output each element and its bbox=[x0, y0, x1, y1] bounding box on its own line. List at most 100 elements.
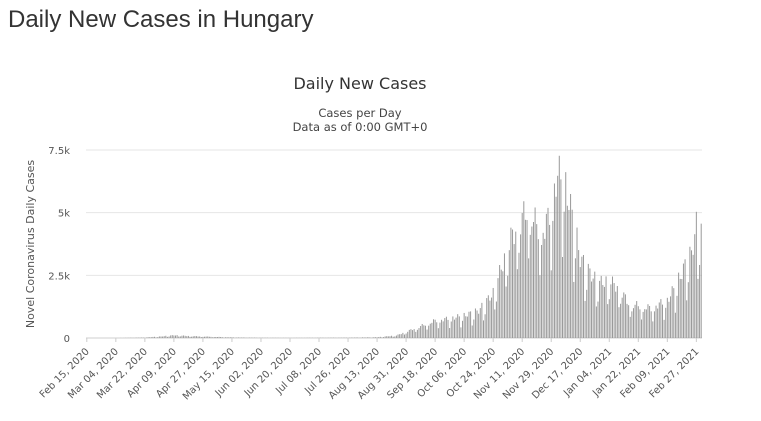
bar[interactable] bbox=[480, 308, 481, 338]
bar[interactable] bbox=[514, 244, 515, 338]
bar[interactable] bbox=[438, 328, 439, 338]
bar[interactable] bbox=[673, 288, 674, 338]
bar[interactable] bbox=[394, 336, 395, 338]
bar[interactable] bbox=[369, 337, 370, 338]
bar[interactable] bbox=[596, 306, 597, 338]
bar[interactable] bbox=[667, 298, 668, 338]
bar[interactable] bbox=[620, 304, 621, 338]
bar[interactable] bbox=[617, 286, 618, 338]
bar[interactable] bbox=[557, 176, 558, 338]
bar[interactable] bbox=[481, 303, 482, 338]
bar[interactable] bbox=[449, 328, 450, 338]
bar[interactable] bbox=[498, 278, 499, 338]
bar[interactable] bbox=[225, 337, 226, 338]
bar[interactable] bbox=[439, 323, 440, 338]
bar[interactable] bbox=[502, 271, 503, 338]
bar[interactable] bbox=[212, 337, 213, 338]
bar[interactable] bbox=[494, 309, 495, 338]
bar[interactable] bbox=[444, 318, 445, 338]
bar[interactable] bbox=[220, 337, 221, 338]
bar[interactable] bbox=[499, 265, 500, 338]
bar[interactable] bbox=[381, 337, 382, 338]
bar[interactable] bbox=[428, 326, 429, 338]
bar[interactable] bbox=[427, 330, 428, 338]
bar[interactable] bbox=[627, 304, 628, 338]
bar[interactable] bbox=[597, 302, 598, 338]
bar[interactable] bbox=[470, 311, 471, 338]
bar[interactable] bbox=[531, 227, 532, 338]
bar[interactable] bbox=[639, 309, 640, 338]
bar[interactable] bbox=[696, 212, 697, 338]
bar[interactable] bbox=[157, 337, 158, 338]
bar[interactable] bbox=[149, 337, 150, 338]
bar[interactable] bbox=[425, 326, 426, 338]
bar[interactable] bbox=[586, 290, 587, 338]
bar[interactable] bbox=[651, 311, 652, 338]
bar[interactable] bbox=[154, 337, 155, 338]
bar[interactable] bbox=[198, 337, 199, 338]
bar[interactable] bbox=[670, 296, 671, 338]
bar[interactable] bbox=[618, 307, 619, 338]
bar[interactable] bbox=[602, 285, 603, 338]
bar[interactable] bbox=[701, 224, 702, 338]
bar[interactable] bbox=[206, 337, 207, 338]
bar[interactable] bbox=[177, 335, 178, 338]
bar[interactable] bbox=[535, 207, 536, 338]
bar[interactable] bbox=[162, 337, 163, 338]
bar[interactable] bbox=[404, 335, 405, 338]
bar[interactable] bbox=[659, 302, 660, 338]
bar[interactable] bbox=[491, 298, 492, 338]
bar[interactable] bbox=[614, 283, 615, 338]
bar[interactable] bbox=[238, 337, 239, 338]
bar[interactable] bbox=[151, 337, 152, 338]
bar[interactable] bbox=[375, 337, 376, 338]
bar[interactable] bbox=[459, 316, 460, 338]
bar[interactable] bbox=[515, 232, 516, 338]
bar[interactable] bbox=[406, 334, 407, 338]
bar[interactable] bbox=[548, 208, 549, 338]
bar[interactable] bbox=[185, 336, 186, 338]
bar[interactable] bbox=[607, 304, 608, 338]
bar[interactable] bbox=[693, 255, 694, 338]
bar[interactable] bbox=[477, 311, 478, 338]
bar[interactable] bbox=[518, 253, 519, 338]
bar[interactable] bbox=[610, 284, 611, 338]
bar[interactable] bbox=[410, 329, 411, 338]
bar[interactable] bbox=[568, 210, 569, 338]
bar[interactable] bbox=[391, 336, 392, 338]
bar[interactable] bbox=[172, 335, 173, 338]
bar[interactable] bbox=[475, 308, 476, 338]
bar[interactable] bbox=[407, 332, 408, 338]
bar[interactable] bbox=[389, 336, 390, 338]
bar[interactable] bbox=[683, 264, 684, 338]
bar[interactable] bbox=[612, 277, 613, 338]
bar[interactable] bbox=[622, 298, 623, 338]
bar[interactable] bbox=[656, 306, 657, 338]
bar[interactable] bbox=[570, 194, 571, 338]
bar[interactable] bbox=[207, 336, 208, 338]
bar[interactable] bbox=[489, 301, 490, 338]
bar[interactable] bbox=[201, 337, 202, 338]
bar[interactable] bbox=[552, 221, 553, 338]
bar[interactable] bbox=[567, 206, 568, 338]
bar[interactable] bbox=[562, 257, 563, 338]
bar[interactable] bbox=[565, 172, 566, 338]
bar[interactable] bbox=[210, 337, 211, 338]
bar[interactable] bbox=[556, 197, 557, 338]
bar[interactable] bbox=[456, 318, 457, 338]
bar[interactable] bbox=[615, 292, 616, 338]
bar[interactable] bbox=[436, 322, 437, 338]
bar[interactable] bbox=[217, 337, 218, 338]
bar[interactable] bbox=[243, 337, 244, 338]
bar[interactable] bbox=[551, 270, 552, 338]
bar[interactable] bbox=[512, 230, 513, 338]
bar[interactable] bbox=[625, 294, 626, 338]
bar[interactable] bbox=[401, 334, 402, 338]
bar[interactable] bbox=[572, 210, 573, 338]
bar[interactable] bbox=[573, 282, 574, 338]
bar[interactable] bbox=[430, 324, 431, 338]
bar[interactable] bbox=[554, 183, 555, 338]
bar[interactable] bbox=[173, 335, 174, 338]
bar[interactable] bbox=[356, 337, 357, 338]
bar[interactable] bbox=[580, 267, 581, 338]
